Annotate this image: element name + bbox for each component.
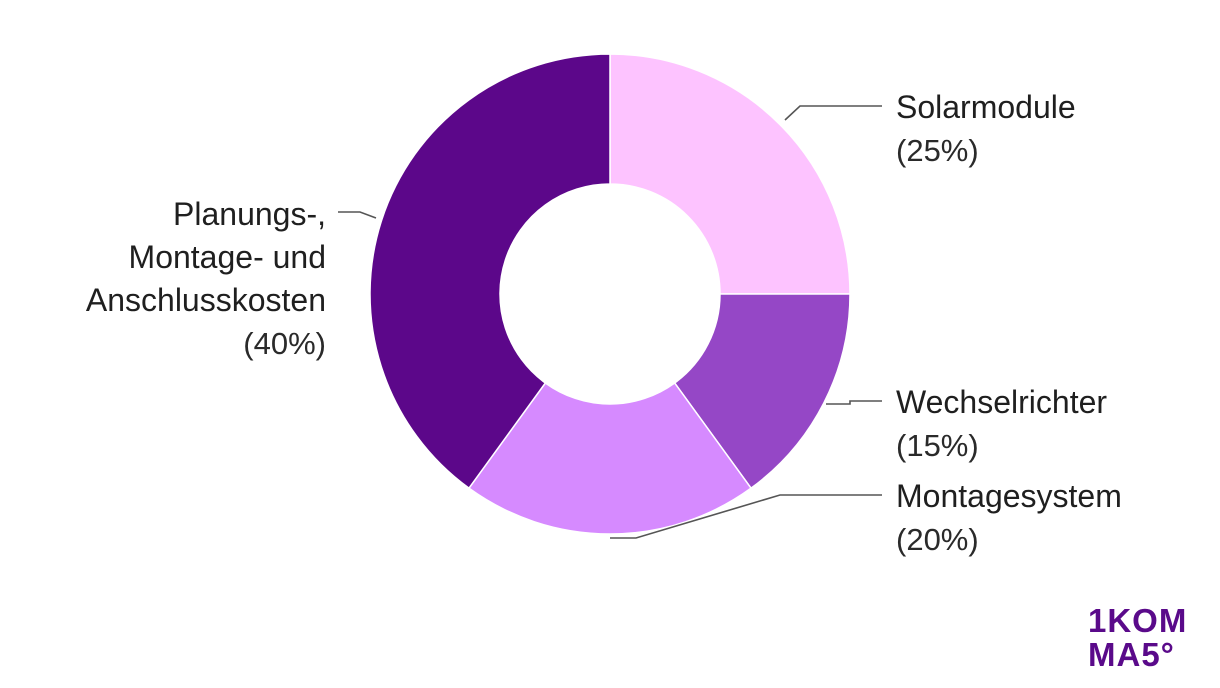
slice-percent-planungs-montage-und-anschlusskosten: (40%) — [243, 326, 326, 361]
slice-labels: Solarmodule (25%) Wechselrichter (15%) Monta… — [86, 89, 1122, 557]
logo-line-2: MA5° — [1088, 636, 1175, 673]
slice-label-montagesystem-line-1: Montagesystem — [896, 478, 1122, 514]
leader-line-wechselrichter — [826, 400, 882, 405]
leader-line-planungs-montage-und-anschlusskosten — [338, 211, 377, 219]
slice-label-planungs-montage-und-anschlusskosten-line-1: Planungs-, — [173, 196, 326, 232]
slice-label-planungs-montage-und-anschlusskosten-line-2: Montage- und — [129, 239, 326, 275]
brand-logo: 1KOM MA5° — [1088, 604, 1208, 672]
slice-montagesystem — [467, 381, 753, 535]
slice-percent-solarmodule: (25%) — [896, 133, 979, 168]
slice-label-planungs-montage-und-anschlusskosten-line-3: Anschlusskosten — [86, 282, 326, 318]
slice-label-wechselrichter-line-1: Wechselrichter — [896, 384, 1107, 420]
donut-slices — [369, 53, 851, 535]
leader-line-montagesystem — [610, 494, 882, 539]
slice-wechselrichter — [673, 293, 851, 490]
slice-percent-wechselrichter: (15%) — [896, 428, 979, 463]
slice-percent-montagesystem: (20%) — [896, 522, 979, 557]
slice-solarmodule — [609, 53, 851, 295]
leader-line-solarmodule — [784, 105, 882, 121]
logo-line-1: 1KOM — [1088, 602, 1188, 639]
leader-lines — [338, 105, 882, 539]
slice-planungs-montage-und-anschlusskosten — [369, 53, 611, 490]
slice-label-solarmodule-line-1: Solarmodule — [896, 89, 1076, 125]
